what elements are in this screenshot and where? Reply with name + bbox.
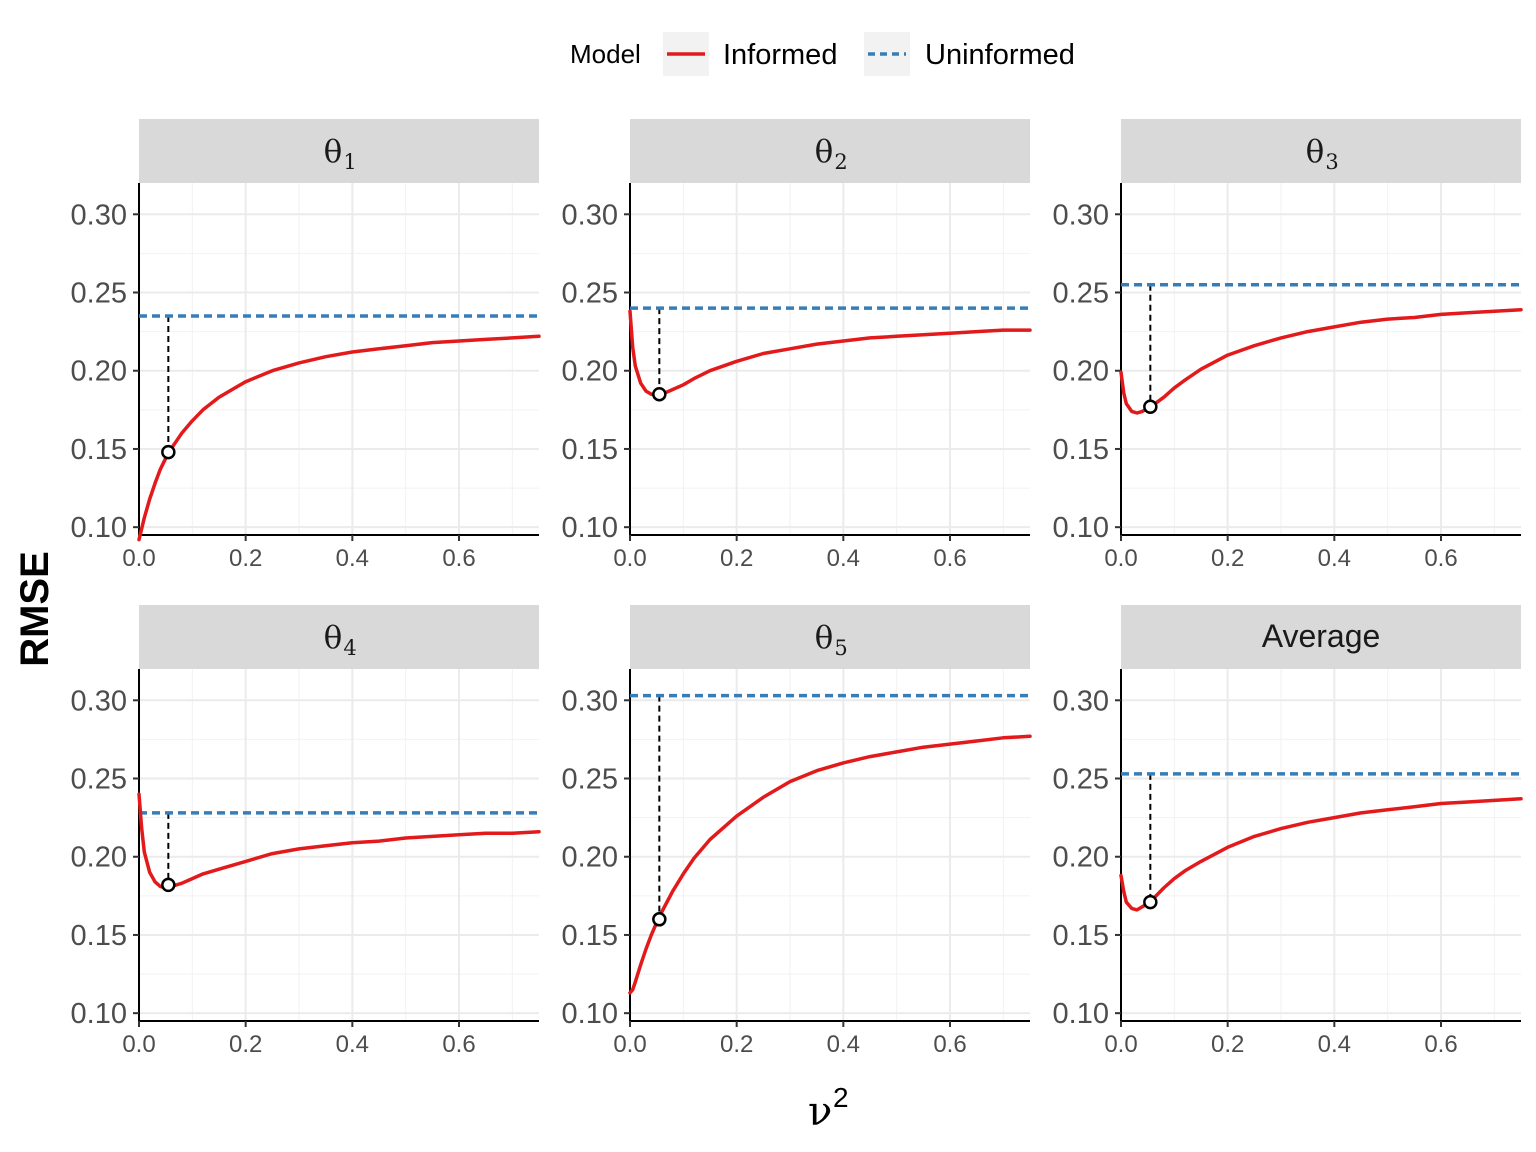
y-tick-label: 0.20 [562,356,618,388]
y-tick-label: 0.30 [1053,685,1109,717]
y-tick-label: 0.25 [1053,278,1109,310]
y-tick-label: 0.30 [562,199,618,231]
y-tick-label: 0.25 [71,278,127,310]
y-tick-label: 0.15 [71,920,127,952]
x-tick-label: 0.4 [336,545,369,572]
x-tick-label: 0.2 [720,1031,753,1058]
y-tick-label: 0.10 [1053,512,1109,544]
x-tick-label: 0.4 [1318,545,1351,572]
x-axis-label-symbol: ν [808,1089,832,1135]
y-tick-label: 0.30 [562,685,618,717]
y-tick-label: 0.30 [1053,199,1109,231]
series-informed-theta4 [137,792,541,890]
y-tick-label: 0.20 [71,842,127,874]
x-tick-label: 0.2 [1211,1031,1244,1058]
strip-label-average: Average [1262,618,1381,654]
strip-average [1121,605,1521,669]
panel-theta2: θ 2 0.10 0.15 0.20 0.25 0.30 0.0 0.2 0.4 0.6 [562,119,1032,572]
panel-theta3: θ 3 0.10 0.15 0.20 0.25 0.30 0.0 0.2 0.4 0.6 [1053,119,1523,572]
strip-label-theta4: θ [324,620,343,656]
x-tick-label: 0.2 [720,545,753,572]
y-tick-label: 0.10 [71,998,127,1030]
series-informed-theta1 [137,334,541,542]
y-tick-label: 0.15 [562,434,618,466]
panel-average: Average 0.10 0.15 0.20 0.25 0.30 0.0 0.2 0.4 0.6 [1053,605,1523,1058]
x-axis-label: ν 2 [808,1082,849,1135]
x-tick-label: 0.4 [336,1031,369,1058]
y-tick-label: 0.10 [562,998,618,1030]
y-tick-label: 0.20 [562,842,618,874]
y-tick-label: 0.10 [562,512,618,544]
optimum-point-theta4 [161,877,176,893]
x-tick-label: 0.4 [827,1031,860,1058]
x-tick-label: 0.2 [229,1031,262,1058]
panel-theta4: θ 4 0.10 0.15 0.20 0.25 0.30 0.0 0.2 0.4 0.6 [71,605,541,1058]
optimum-point-theta5 [652,912,667,927]
panel-theta1: θ 1 0.10 0.15 0.20 0.25 0.30 0.0 0.2 0.4 0.6 [71,119,541,572]
x-tick-label: 0.0 [613,545,646,572]
strip-subscript-theta3: 3 [1325,150,1338,174]
x-axis-label-superscript: 2 [833,1082,849,1113]
x-tick-label: 0.0 [122,545,155,572]
strip-theta2 [630,119,1030,183]
x-tick-label: 0.0 [122,1031,155,1058]
y-tick-label: 0.10 [71,512,127,544]
y-tick-label: 0.10 [1053,998,1109,1030]
strip-theta5 [630,605,1030,669]
y-tick-label: 0.15 [71,434,127,466]
optimum-point-theta1 [161,444,176,460]
strip-label-theta3: θ [1306,134,1325,170]
x-tick-label: 0.0 [1104,1031,1137,1058]
strip-label-theta5: θ [815,620,834,656]
panel-theta5: θ 5 0.10 0.15 0.20 0.25 0.30 0.0 0.2 0.4 0.6 [562,605,1032,1058]
legend-label-informed: Informed [723,39,837,71]
strip-theta1 [139,119,539,183]
strip-subscript-theta2: 2 [834,150,847,174]
optimum-point-average [1143,894,1158,910]
strip-label-theta2: θ [815,134,834,170]
optimum-point-theta3 [1143,399,1158,414]
strip-subscript-theta5: 5 [834,636,847,660]
series-informed-theta2 [628,309,1032,398]
y-tick-label: 0.25 [71,764,127,796]
strip-theta3 [1121,119,1521,183]
strip-subscript-theta4: 4 [343,636,356,660]
series-informed-theta3 [1119,307,1523,415]
y-tick-label: 0.15 [562,920,618,952]
x-tick-label: 0.0 [1104,545,1137,572]
x-tick-label: 0.4 [1318,1031,1351,1058]
legend-title: Model [570,39,641,69]
x-tick-label: 0.0 [613,1031,646,1058]
x-tick-label: 0.6 [1424,545,1457,572]
x-tick-label: 0.6 [933,1031,966,1058]
series-informed-theta5 [628,734,1032,995]
y-tick-label: 0.15 [1053,920,1109,952]
x-tick-label: 0.2 [229,545,262,572]
x-tick-label: 0.2 [1211,545,1244,572]
y-tick-label: 0.20 [1053,842,1109,874]
optimum-point-theta2 [652,386,667,402]
strip-label-theta1: θ [324,134,343,170]
y-tick-label: 0.25 [562,278,618,310]
y-tick-label: 0.20 [71,356,127,388]
y-axis-label: RMSE [13,551,57,667]
series-informed-average [1119,797,1523,912]
x-tick-label: 0.6 [442,1031,475,1058]
strip-theta4 [139,605,539,669]
x-tick-label: 0.6 [442,545,475,572]
legend: Model Informed Uninformed [570,32,1075,76]
y-tick-label: 0.25 [1053,764,1109,796]
panels: θ 10.100.150.200.250.300.0 0.2 0.4 0.6θ 20.10… [71,119,1523,1058]
strip-subscript-theta1: 1 [343,150,356,174]
y-tick-label: 0.25 [562,764,618,796]
x-tick-label: 0.6 [1424,1031,1457,1058]
x-tick-label: 0.4 [827,545,860,572]
y-tick-label: 0.20 [1053,356,1109,388]
y-tick-label: 0.15 [1053,434,1109,466]
legend-label-uninformed: Uninformed [925,39,1075,71]
x-tick-label: 0.6 [933,545,966,572]
y-tick-label: 0.30 [71,199,127,231]
y-tick-label: 0.30 [71,685,127,717]
